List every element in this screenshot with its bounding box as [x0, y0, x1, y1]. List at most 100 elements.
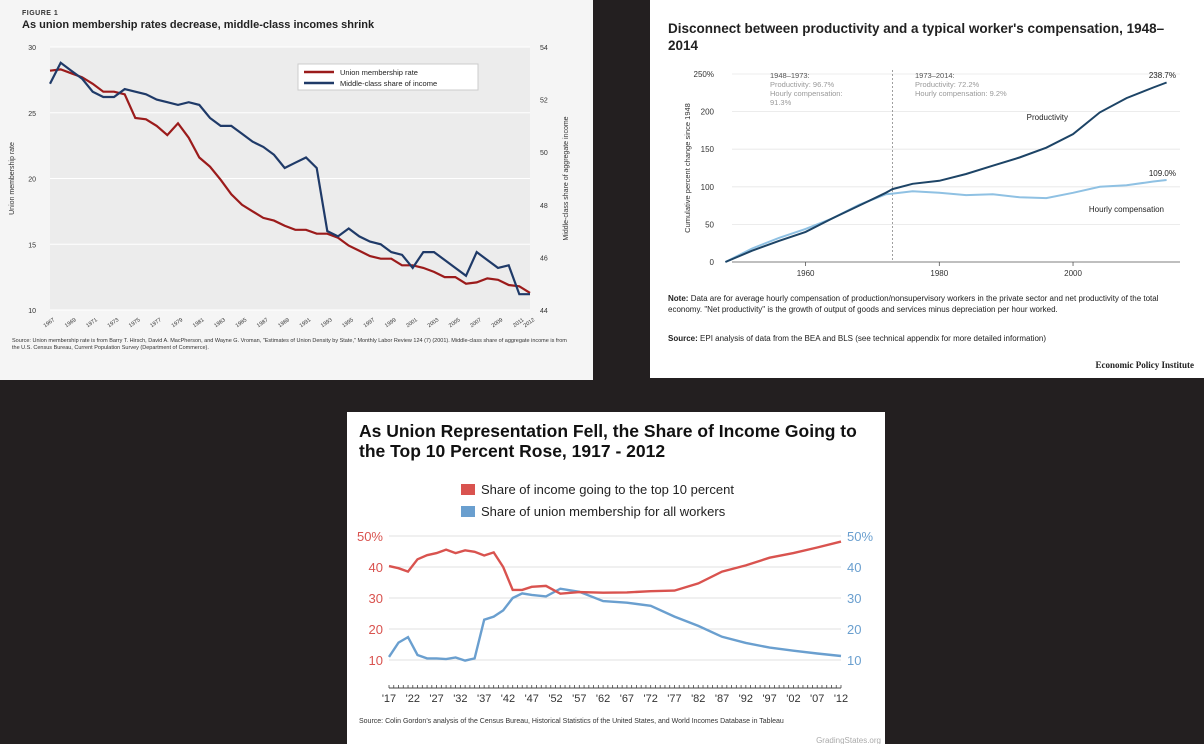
y2-tick-label: 10: [847, 653, 861, 668]
compensation-series-label: Hourly compensation: [1089, 205, 1164, 214]
y2-axis-label: Middle-class share of aggregate income: [563, 116, 570, 240]
y2-tick-label: 20: [847, 622, 861, 637]
series-line-middle-class: [49, 61, 530, 296]
y-tick-label: 20: [28, 177, 36, 184]
x-tick-label: '72: [644, 693, 658, 705]
y2-tick-label: 52: [540, 98, 548, 105]
x-tick-label: 1975: [128, 317, 141, 329]
y-tick-label: 30: [28, 45, 36, 52]
series-line-union-rate: [49, 68, 531, 294]
x-tick-label: 1971: [85, 317, 98, 329]
annotation-right-period: 1973–2014:: [915, 71, 955, 80]
x-tick-label: 1985: [235, 317, 248, 329]
x-tick-label: 1973: [107, 317, 120, 329]
x-tick-label: 1979: [171, 317, 184, 329]
chart-title: As union membership rates decrease, midd…: [22, 19, 375, 31]
source-text: EPI analysis of data from the BEA and BL…: [700, 334, 1046, 343]
legend-swatch: [461, 506, 475, 517]
x-tick-label: 1989: [277, 317, 290, 329]
y2-tick-label: 50: [540, 150, 548, 157]
chart-1-plot: 30 25 20 15 10 54 52 50 48 46 44 1967 1969 1971 1973 19…: [9, 45, 570, 329]
y-tick-label: 15: [28, 242, 36, 249]
y-axis-label: Cumulative percent change since 1948: [683, 103, 692, 233]
y-tick-label: 25: [28, 111, 36, 118]
x-tick-label: 1967: [43, 317, 56, 329]
legend-label: Share of union membership for all worker…: [481, 504, 726, 519]
compensation-end-label: 109.0%: [1149, 169, 1176, 178]
x-tick-label: '87: [715, 693, 729, 705]
y-tick-label: 200: [701, 108, 715, 117]
legend-box: [297, 63, 479, 91]
chart-title: As Union Representation Fell, the Share …: [359, 421, 857, 461]
brand-watermark: GradingStates.org: [816, 736, 881, 744]
y2-tick-label: 54: [540, 45, 548, 52]
y-tick-label: 10: [369, 653, 383, 668]
series-line-top10-share: [388, 540, 842, 595]
x-tick-label: 1987: [256, 317, 269, 329]
x-tick-label: 1980: [930, 269, 948, 278]
y-tick-label: 30: [369, 591, 383, 606]
x-tick-label: 1981: [192, 317, 205, 329]
legend-label: Middle-class share of income: [340, 79, 437, 88]
y2-tick-label: 46: [540, 255, 548, 262]
x-tick-label: '07: [810, 693, 824, 705]
x-tick-label: '57: [572, 693, 586, 705]
x-tick-label: 1983: [213, 317, 226, 329]
x-tick-label: 2000: [1064, 269, 1082, 278]
x-tick-label: 1969: [64, 317, 77, 329]
x-tick-label: '12: [834, 693, 848, 705]
x-tick-label: 2003: [427, 317, 440, 329]
x-tick-label: 2011: [512, 317, 525, 329]
x-tick-label: '52: [548, 693, 562, 705]
chart-panel-union-top10: As Union Representation Fell, the Share …: [347, 412, 885, 744]
y2-tick-label: 48: [540, 203, 548, 210]
y-tick-label: 10: [28, 308, 36, 315]
annotation-left-period: 91.3%: [770, 98, 792, 107]
y2-tick-label: 50%: [847, 529, 873, 544]
x-tick-label: '17: [382, 693, 396, 705]
figure-label: FIGURE 1: [22, 10, 59, 17]
x-tick-label: 2007: [469, 317, 482, 329]
x-tick-label: 1960: [797, 269, 815, 278]
series-line-union-share: [388, 587, 842, 662]
x-tick-label: '37: [477, 693, 491, 705]
series-line-compensation: [724, 179, 1167, 263]
y-tick-label: 40: [369, 560, 383, 575]
x-tick-label: 1999: [384, 317, 397, 329]
annotation-left-period: 1948–1973:: [770, 71, 810, 80]
chart-panel-productivity-compensation: Disconnect between productivity and a ty…: [650, 0, 1204, 378]
chart-panel-union-middle-class: FIGURE 1 As union membership rates decre…: [0, 0, 593, 380]
legend-swatch: [461, 484, 475, 495]
chart-title: Disconnect between productivity and a ty…: [668, 21, 1165, 53]
series-line-productivity: [725, 81, 1167, 263]
x-tick-label: 1991: [299, 317, 312, 329]
y-axis-label: Union membership rate: [9, 142, 16, 215]
x-tick-label: '32: [453, 693, 467, 705]
x-tick-label: 2009: [491, 317, 504, 329]
x-tick-label: '62: [596, 693, 610, 705]
y2-tick-label: 40: [847, 560, 861, 575]
x-tick-label: '97: [762, 693, 776, 705]
x-tick-label: '67: [620, 693, 634, 705]
productivity-series-label: Productivity: [1027, 113, 1068, 122]
y-tick-label: 20: [369, 622, 383, 637]
productivity-end-label: 238.7%: [1149, 71, 1176, 80]
x-tick-label: '02: [786, 693, 800, 705]
annotation-right-period: Hourly compensation: 9.2%: [915, 89, 1007, 98]
x-tick-label: 1977: [149, 317, 162, 329]
y2-tick-label: 44: [540, 308, 548, 315]
chart-3-plot: Share of income going to the top 10 perc…: [357, 482, 873, 705]
source-label: Source:: [668, 334, 698, 343]
y-tick-label: 100: [701, 183, 715, 192]
x-tick-label: 1997: [363, 317, 376, 329]
x-tick-label: 2012: [523, 317, 536, 329]
x-tick-label: 2001: [405, 317, 418, 329]
chart-2-plot: 250% 200 150 100 50 0 1960 1980 2000 Cumulative p…: [683, 70, 1180, 278]
x-tick-label: '82: [691, 693, 705, 705]
y-tick-label: 50: [705, 220, 714, 229]
note-text: Data are for average hourly compensation…: [668, 294, 1159, 314]
y-tick-label: 50%: [357, 529, 383, 544]
chart-note: Note: Data are for average hourly compen…: [668, 294, 1193, 315]
brand-logo: Economic Policy Institute: [1095, 360, 1195, 370]
x-tick-label: '77: [667, 693, 681, 705]
